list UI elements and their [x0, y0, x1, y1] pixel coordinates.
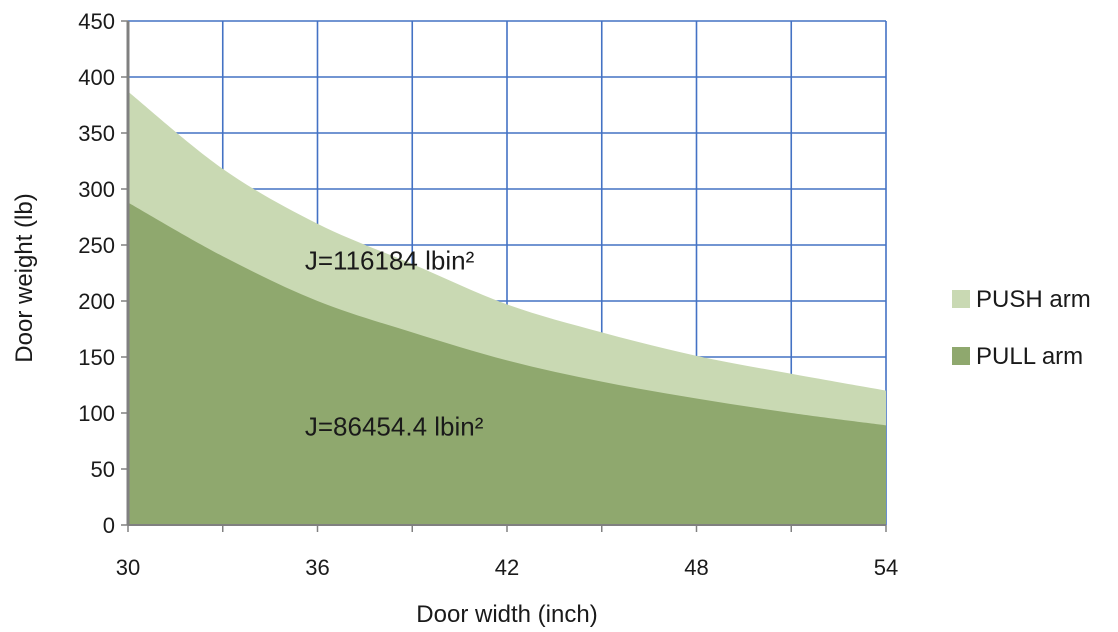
y-tick-label: 0	[103, 513, 115, 538]
area-series	[128, 91, 886, 525]
y-tick-label: 450	[78, 9, 115, 34]
y-tick-label: 300	[78, 177, 115, 202]
y-tick-label: 100	[78, 401, 115, 426]
y-tick-label: 150	[78, 345, 115, 370]
legend-label-push-arm: PUSH arm	[976, 286, 1091, 313]
y-tick-label: 200	[78, 289, 115, 314]
area-pull-arm	[128, 202, 886, 525]
axes	[121, 20, 887, 532]
legend-label-pull-arm: PULL arm	[976, 343, 1083, 370]
annotation-label: J=116184 lbin²	[305, 246, 475, 276]
y-tick-label: 50	[91, 457, 115, 482]
y-tick-label: 350	[78, 121, 115, 146]
x-tick-label: 36	[305, 555, 329, 580]
annotations: J=116184 lbin² J=86454.4 lbin²	[305, 246, 484, 442]
y-tick-label: 400	[78, 65, 115, 90]
legend-swatch-push-arm	[952, 290, 970, 308]
x-axis-title: Door width (inch)	[416, 601, 597, 628]
x-tick-label: 30	[116, 555, 140, 580]
legend-swatch-pull-arm	[952, 347, 970, 365]
x-tick-label: 54	[874, 555, 898, 580]
y-axis-title: Door weight (lb)	[11, 193, 38, 362]
tick-labels: 0 50 100 150 200 250 300 350 400 450 30 36 42 48 54	[78, 9, 898, 580]
legend: PUSH arm PULL arm	[952, 286, 1091, 370]
y-tick-label: 250	[78, 233, 115, 258]
x-tick-label: 48	[684, 555, 708, 580]
x-tick-label: 42	[495, 555, 519, 580]
annotation-label: J=86454.4 lbin²	[305, 411, 484, 441]
